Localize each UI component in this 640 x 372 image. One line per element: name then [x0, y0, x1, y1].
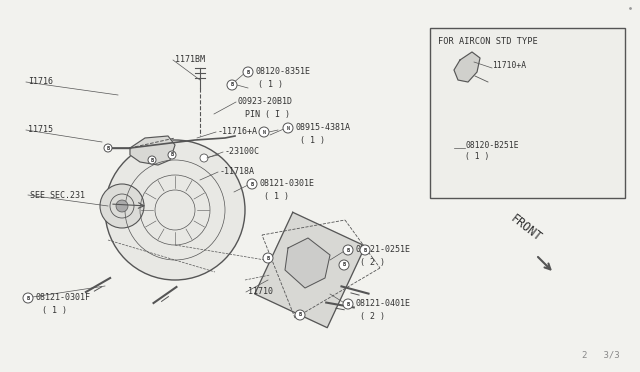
Text: B: B	[250, 182, 253, 186]
Circle shape	[283, 123, 293, 133]
Circle shape	[339, 260, 349, 270]
Polygon shape	[285, 238, 330, 288]
Text: B: B	[298, 312, 301, 317]
Text: B: B	[230, 83, 234, 87]
Circle shape	[227, 80, 237, 90]
Bar	[430, 28, 625, 198]
Text: SEE SEC.231: SEE SEC.231	[30, 190, 85, 199]
Polygon shape	[130, 136, 175, 165]
Text: ( 2 ): ( 2 )	[360, 257, 385, 266]
Circle shape	[105, 140, 245, 280]
Circle shape	[104, 144, 112, 152]
Text: B: B	[246, 70, 250, 74]
Text: ( 1 ): ( 1 )	[300, 135, 325, 144]
Polygon shape	[454, 52, 480, 82]
Text: ( 1 ): ( 1 )	[465, 153, 490, 161]
Text: PIN ( I ): PIN ( I )	[245, 109, 290, 119]
Circle shape	[200, 154, 208, 162]
Circle shape	[343, 299, 353, 309]
Text: B: B	[346, 301, 349, 307]
Text: 08120-8351E: 08120-8351E	[255, 67, 310, 77]
Text: 08121-0301E: 08121-0301E	[259, 180, 314, 189]
Circle shape	[148, 156, 156, 164]
Circle shape	[247, 179, 257, 189]
Text: B: B	[342, 263, 346, 267]
Text: ( 1 ): ( 1 )	[42, 305, 67, 314]
Text: 11715: 11715	[28, 125, 53, 135]
Circle shape	[295, 310, 305, 320]
Text: B: B	[150, 157, 154, 163]
Text: 1171BM: 1171BM	[175, 55, 205, 64]
Text: ( 2 ): ( 2 )	[360, 311, 385, 321]
Text: 00923-20B1D: 00923-20B1D	[238, 97, 293, 106]
Text: -11718A: -11718A	[220, 167, 255, 176]
Text: -11716+A: -11716+A	[218, 128, 258, 137]
Text: ( 1 ): ( 1 )	[258, 80, 283, 89]
Text: B: B	[266, 256, 269, 260]
Text: FRONT: FRONT	[508, 212, 544, 244]
Circle shape	[116, 200, 128, 212]
Circle shape	[243, 67, 253, 77]
Text: B: B	[447, 145, 451, 151]
Text: 08915-4381A: 08915-4381A	[295, 124, 350, 132]
Text: 08121-0401E: 08121-0401E	[355, 299, 410, 308]
Text: B: B	[170, 153, 173, 157]
Circle shape	[168, 151, 176, 159]
Circle shape	[100, 184, 144, 228]
Circle shape	[444, 143, 454, 153]
Text: B: B	[346, 247, 349, 253]
Circle shape	[360, 245, 370, 255]
Text: 08120-B251E: 08120-B251E	[465, 141, 518, 150]
Circle shape	[343, 245, 353, 255]
Text: B: B	[26, 295, 29, 301]
Text: B: B	[364, 247, 367, 253]
Polygon shape	[255, 212, 365, 328]
Circle shape	[263, 253, 273, 263]
Text: 08121-0301F: 08121-0301F	[35, 294, 90, 302]
Circle shape	[23, 293, 33, 303]
Text: ( 1 ): ( 1 )	[264, 192, 289, 201]
Text: B: B	[490, 83, 493, 87]
Text: 11710: 11710	[248, 288, 273, 296]
Text: -23100C: -23100C	[225, 148, 260, 157]
Text: B: B	[106, 145, 109, 151]
Text: FOR AIRCON STD TYPE: FOR AIRCON STD TYPE	[438, 38, 538, 46]
Circle shape	[259, 127, 269, 137]
Circle shape	[486, 80, 496, 90]
Text: I1716: I1716	[28, 77, 53, 87]
Text: 11710+A: 11710+A	[492, 61, 526, 71]
Text: N: N	[287, 125, 289, 131]
Text: 08121-0251E: 08121-0251E	[355, 246, 410, 254]
Text: N: N	[262, 129, 266, 135]
Text: 2   3/3: 2 3/3	[582, 351, 620, 360]
